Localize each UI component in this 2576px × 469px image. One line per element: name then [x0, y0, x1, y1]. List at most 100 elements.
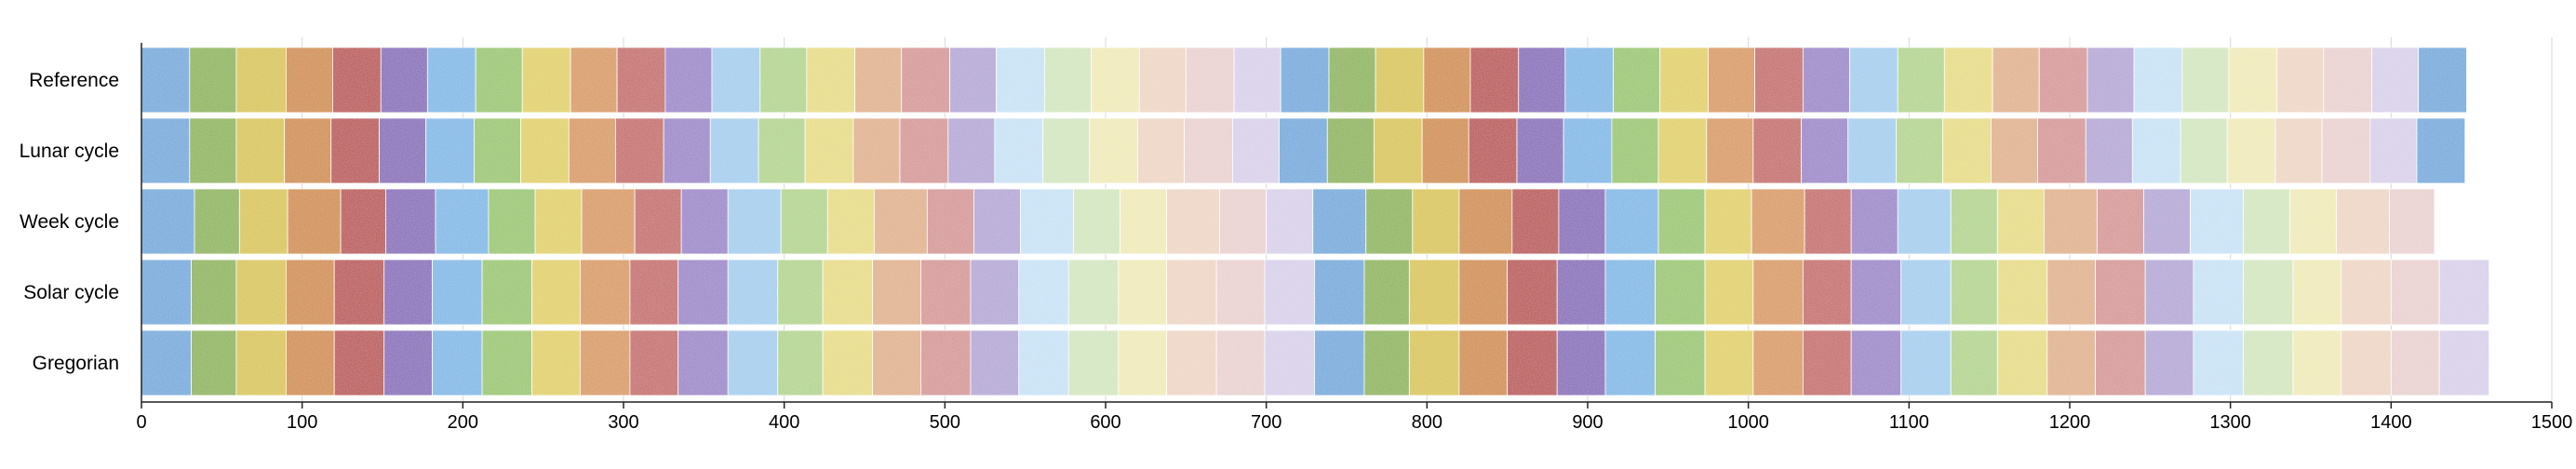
- bar-segment: [1314, 259, 1365, 326]
- bar-segment: [629, 259, 679, 326]
- bar-segment: [1950, 329, 1998, 396]
- bar-segment: [2243, 188, 2290, 255]
- bar-segment: [1458, 188, 1513, 255]
- bar-segment: [425, 117, 475, 184]
- x-tick-label: 1500: [2531, 412, 2573, 433]
- bar-segment: [1166, 188, 1220, 255]
- x-tick-label: 800: [1412, 412, 1442, 433]
- bar-segment: [1118, 259, 1168, 326]
- bar-segment: [2390, 259, 2440, 326]
- bar-segment: [1708, 47, 1755, 114]
- x-tick-label: 1000: [1727, 412, 1769, 433]
- bar-segment: [379, 117, 427, 184]
- bar-segment: [238, 188, 288, 255]
- x-tick-label: 300: [608, 412, 638, 433]
- bar-segment: [759, 47, 808, 114]
- bar-segment: [520, 117, 570, 184]
- bar-segment: [1558, 188, 1606, 255]
- bar-segment: [994, 117, 1044, 184]
- bar-segment: [1657, 188, 1706, 255]
- bar-segment: [474, 117, 521, 184]
- bar-segment: [1564, 47, 1615, 114]
- bar-segment: [1655, 329, 1706, 396]
- bar-segment: [2095, 259, 2146, 326]
- bar-segment: [777, 259, 824, 326]
- bar-segment: [1996, 259, 2048, 326]
- bar-segment: [141, 117, 191, 184]
- bar-segment: [191, 259, 237, 326]
- x-tick-label: 100: [287, 412, 317, 433]
- bar-segment: [426, 47, 476, 114]
- bar-segment: [488, 188, 536, 255]
- bar-segment: [1850, 329, 1902, 396]
- bar-segment: [1752, 329, 1804, 396]
- bar-segment: [709, 117, 759, 184]
- bar-segment: [920, 259, 972, 326]
- bar-segment: [1314, 329, 1365, 396]
- bar-segment: [1328, 47, 1376, 114]
- bar-segment: [287, 188, 342, 255]
- bar-segment: [1900, 329, 1952, 396]
- bar-segment: [2289, 188, 2338, 255]
- bar-segment: [852, 117, 901, 184]
- bar-segment: [727, 259, 779, 326]
- bar-segment: [1752, 259, 1804, 326]
- bar-segment: [1468, 117, 1518, 184]
- bar-segment: [333, 259, 385, 326]
- bars-layer: [141, 47, 2490, 396]
- bar-segment: [2143, 188, 2191, 255]
- bar-segment: [1137, 117, 1186, 184]
- bar-segment: [1518, 47, 1566, 114]
- bar-segment: [1897, 188, 1952, 255]
- bar-segment: [1279, 117, 1328, 184]
- bar-segment: [1042, 117, 1091, 184]
- bar-segment: [2193, 329, 2244, 396]
- bar-segment: [1950, 188, 1998, 255]
- bar-segment: [2438, 329, 2490, 396]
- bar-segment: [1421, 117, 1469, 184]
- bar-segment: [1613, 47, 1661, 114]
- bar-segment: [1423, 47, 1471, 114]
- bar-segment: [2321, 117, 2371, 184]
- bar-segment: [531, 329, 581, 396]
- bar-segment: [1184, 117, 1233, 184]
- bar-segment: [1018, 329, 1069, 396]
- bar-segment: [2085, 117, 2133, 184]
- x-tick-label: 1300: [2209, 412, 2251, 433]
- bar-segment: [1264, 259, 1315, 326]
- bar-segment: [711, 47, 761, 114]
- bar-segment: [1166, 329, 1217, 396]
- bar-segment: [1118, 329, 1168, 396]
- bar-segment: [383, 259, 433, 326]
- bar-segment: [2181, 47, 2230, 114]
- bar-segment: [680, 188, 729, 255]
- bar-segment: [1458, 259, 1509, 326]
- bar-segment: [973, 188, 1021, 255]
- bar-segment: [1611, 117, 1659, 184]
- bar-segment: [1219, 188, 1268, 255]
- bar-segment: [1412, 188, 1460, 255]
- bar-segment: [1604, 259, 1656, 326]
- bar-segment: [1996, 188, 2045, 255]
- bar-segment: [899, 117, 949, 184]
- bar-segment: [2438, 259, 2490, 326]
- bar-row: [141, 117, 2466, 184]
- bar-segment: [2243, 259, 2294, 326]
- bar-segment: [340, 188, 386, 255]
- bar-segment: [1469, 47, 1520, 114]
- bar-segment: [777, 329, 824, 396]
- bar-segment: [1215, 329, 1266, 396]
- bar-segment: [2226, 117, 2276, 184]
- bar-segment: [330, 117, 380, 184]
- bar-segment: [432, 259, 483, 326]
- bar-row: [141, 259, 2490, 326]
- bar-segment: [2180, 117, 2228, 184]
- x-tick-label: 900: [1572, 412, 1603, 433]
- bar-segment: [872, 329, 921, 396]
- bar-segment: [663, 117, 711, 184]
- bar-segment: [141, 259, 192, 326]
- bar-segment: [1659, 47, 1709, 114]
- bar-segment: [2144, 259, 2194, 326]
- bar-segment: [1375, 47, 1425, 114]
- bar-segment: [2190, 188, 2244, 255]
